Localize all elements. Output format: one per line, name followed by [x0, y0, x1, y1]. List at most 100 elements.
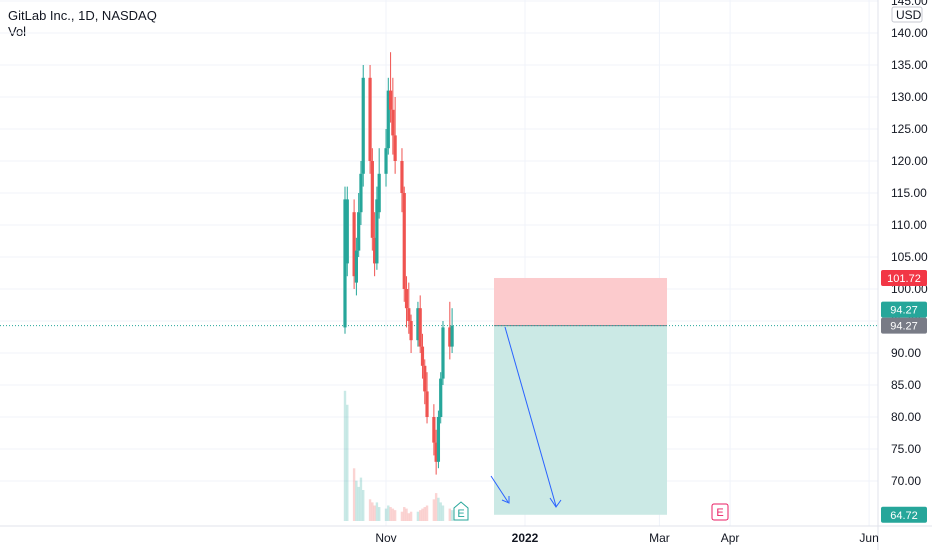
- candle-body: [423, 365, 427, 392]
- x-tick-label: Mar: [649, 531, 670, 545]
- chart-title: GitLab Inc., 1D, NASDAQ: [8, 8, 157, 23]
- volume-bar: [407, 513, 411, 521]
- risk-zone[interactable]: [494, 277, 667, 326]
- candle-body: [420, 346, 425, 366]
- candle-body: [373, 237, 377, 264]
- currency-label: USD: [896, 8, 922, 22]
- x-tick-label: 2022: [512, 531, 539, 545]
- volume-bar: [441, 505, 445, 521]
- volume-bar: [384, 508, 388, 521]
- volume-bar: [391, 508, 395, 521]
- volume-bar: [346, 404, 349, 521]
- y-tick-label: 70.00: [891, 474, 921, 488]
- candle-body: [434, 442, 438, 462]
- volume-bar: [377, 507, 381, 521]
- candle-body: [352, 212, 356, 277]
- candle-body: [432, 417, 436, 443]
- small-arrow: [490, 475, 509, 503]
- x-tick-label: Nov: [375, 531, 396, 545]
- earnings-past-label: E: [457, 508, 464, 520]
- candle-body: [400, 161, 404, 193]
- volume-bar: [355, 480, 358, 521]
- candle-body: [436, 417, 441, 462]
- candle-body: [425, 391, 429, 417]
- candle-body: [391, 109, 395, 136]
- candle-body: [354, 250, 358, 283]
- volume-bar: [416, 511, 420, 521]
- volume-bar: [403, 507, 406, 521]
- last-price-tag-label: 94.27: [890, 305, 918, 317]
- last-price-tag[interactable]: [881, 301, 927, 318]
- candle-body: [345, 199, 349, 264]
- candle-body: [359, 173, 363, 213]
- x-tick-label: Jun: [859, 531, 878, 545]
- candle-body: [439, 378, 443, 417]
- volume-bar: [448, 508, 452, 521]
- x-tick-label: Apr: [721, 531, 740, 545]
- candle-body: [418, 308, 422, 347]
- price-axis[interactable]: 70.0075.0080.0085.0090.0095.00100.00105.…: [881, 0, 928, 523]
- volume-bar: [418, 510, 422, 521]
- candle-body: [448, 327, 452, 347]
- candle-body: [407, 308, 411, 321]
- reward-zone[interactable]: [494, 325, 667, 515]
- candle-body: [450, 325, 454, 347]
- y-tick-label: 105.00: [891, 250, 928, 264]
- volume-bar: [437, 497, 440, 521]
- volume-bar: [409, 511, 413, 521]
- candle-body: [404, 289, 409, 309]
- earnings-upcoming-marker[interactable]: [711, 503, 729, 521]
- candle-body: [343, 199, 347, 328]
- earnings-past-marker[interactable]: [453, 501, 469, 521]
- time-axis[interactable]: Nov 2022 Mar Apr Jun: [375, 531, 878, 545]
- y-tick-label: 85.00: [891, 378, 921, 392]
- candle-body: [361, 77, 365, 174]
- stop-price-tag[interactable]: [881, 269, 927, 286]
- projection-arrow: [504, 326, 557, 507]
- entry-price-tag[interactable]: [881, 317, 927, 334]
- candle-body: [375, 199, 379, 264]
- target-price-tag[interactable]: [881, 506, 927, 523]
- volume-bar: [439, 502, 442, 521]
- y-tick-label: 120.00: [891, 154, 928, 168]
- volume-bar: [387, 505, 390, 521]
- candle-body: [416, 308, 420, 341]
- y-tick-label: 90.00: [891, 346, 921, 360]
- small-arrow-head: [501, 496, 510, 504]
- candle-body: [402, 193, 406, 289]
- short-position-tool[interactable]: [0, 277, 878, 515]
- volume-bar: [368, 499, 372, 521]
- candle-body: [441, 327, 445, 379]
- y-tick-label: 110.00: [891, 218, 927, 232]
- candle-body: [377, 173, 381, 213]
- volume-bar: [389, 507, 392, 521]
- stop-price-tag-label: 101.72: [887, 273, 921, 285]
- y-tick-label: 125.00: [891, 122, 928, 136]
- volume-bar: [371, 502, 374, 521]
- earnings-upcoming-label: E: [716, 507, 723, 519]
- currency-box: [891, 6, 923, 23]
- y-tick-label: 135.00: [891, 58, 928, 72]
- volume-bar: [423, 507, 426, 521]
- candles: [343, 52, 454, 475]
- candle-body: [386, 90, 390, 149]
- candle-body: [388, 90, 393, 110]
- y-tick-label: 115.00: [891, 186, 927, 200]
- candle-body: [370, 161, 374, 238]
- volume-bars: [343, 390, 454, 521]
- volume-bar: [432, 499, 436, 521]
- volume-bar: [352, 468, 356, 521]
- volume-bar: [400, 511, 404, 521]
- volume-bar: [375, 502, 379, 521]
- volume-bar: [434, 493, 438, 521]
- volume-bar: [373, 505, 376, 521]
- volume-bar: [425, 505, 429, 521]
- y-tick-label: 145.00: [891, 0, 928, 8]
- volume-bar: [343, 390, 347, 521]
- volume-bar: [357, 486, 360, 521]
- volume-bar: [421, 508, 424, 521]
- volume-bar: [393, 510, 397, 521]
